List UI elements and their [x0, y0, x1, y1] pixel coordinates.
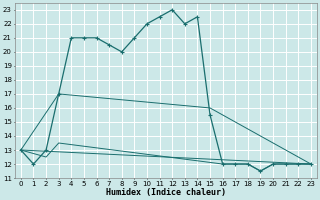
- X-axis label: Humidex (Indice chaleur): Humidex (Indice chaleur): [106, 188, 226, 197]
